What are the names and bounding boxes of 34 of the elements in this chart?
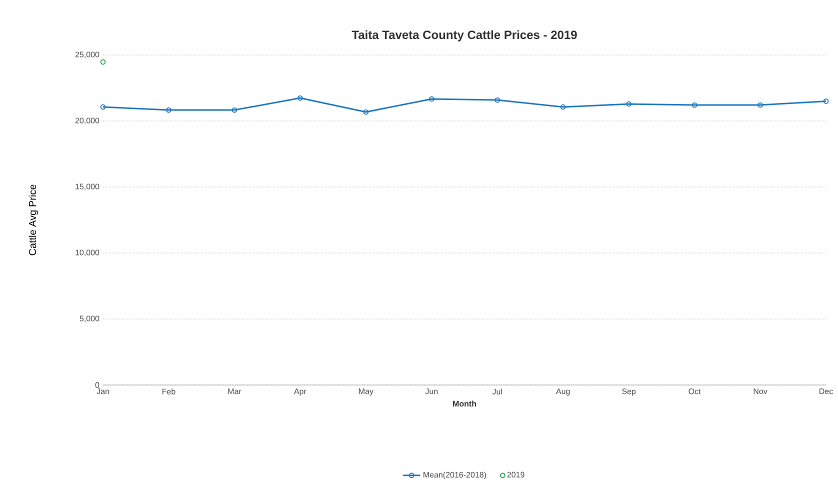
x-tick-label: Aug	[556, 388, 570, 396]
x-tick-label: Sep	[622, 388, 636, 396]
y-tick-label: 25,000	[75, 52, 100, 58]
point	[494, 97, 500, 103]
y-axis-title: Cattle Avg Price	[28, 184, 38, 256]
legend-label: 2019	[507, 472, 524, 478]
y-tick-label: 10,000	[76, 250, 100, 256]
y-tick-label: 0	[95, 382, 100, 388]
x-axis-title: Month	[453, 400, 476, 407]
x-tick-label: Apr	[294, 388, 306, 396]
x-tick-label: Oct	[688, 388, 701, 394]
legend-label: Mean(2016-2018)	[424, 472, 486, 480]
chart-title: Taita Taveta County Cattle Prices - 2019	[352, 30, 577, 42]
x-tick-label: Nov	[754, 388, 768, 394]
y-tick-label: 5,000	[80, 316, 100, 322]
point	[100, 59, 106, 65]
x-tick-label: Mar	[228, 388, 242, 394]
point	[560, 104, 566, 110]
point	[166, 107, 172, 113]
point	[626, 101, 632, 107]
y-tick-label: 20,000	[75, 118, 100, 124]
point	[232, 107, 238, 113]
x-tick-label: Jun	[425, 388, 438, 394]
x-tick-label: Dec	[820, 388, 833, 394]
point	[363, 109, 369, 115]
x-tick-label: Feb	[162, 388, 176, 394]
point	[297, 95, 303, 101]
x-tick-label: May	[359, 388, 374, 396]
x-tick-label: Jan	[96, 388, 109, 394]
y-tick-label: 15,000	[76, 184, 100, 190]
x-tick-label: Jul	[492, 388, 502, 394]
point	[428, 96, 434, 102]
point	[692, 102, 698, 108]
point	[758, 102, 763, 108]
